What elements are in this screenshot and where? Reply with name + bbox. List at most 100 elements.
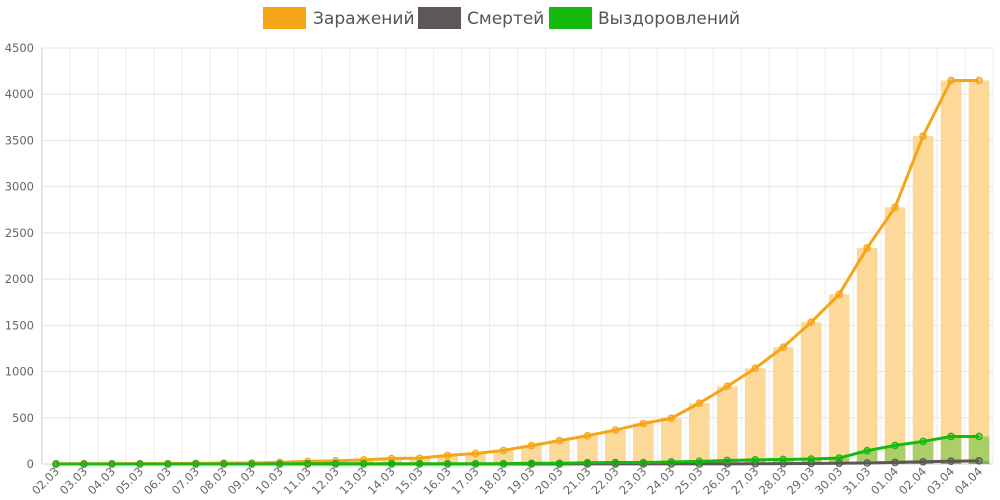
point-1-21.03 xyxy=(583,431,592,440)
bar-1-01.04 xyxy=(884,207,906,464)
bar-3-04.04 xyxy=(968,436,990,464)
x-tick-label: 25.03 xyxy=(672,464,705,497)
legend-item-3[interactable]: Выздоровлений xyxy=(549,7,740,29)
x-tick-label: 31.03 xyxy=(840,464,873,497)
x-tick-label: 19.03 xyxy=(504,464,537,497)
x-tick-label: 08.03 xyxy=(197,464,230,497)
x-tick-label: 03.03 xyxy=(57,464,90,497)
bar-1-23.03 xyxy=(633,423,654,464)
point-1-25.03 xyxy=(695,399,704,407)
bar-1-13.03 xyxy=(353,459,375,464)
point-3-12.03 xyxy=(331,459,340,468)
bar-1-20.03 xyxy=(549,440,570,464)
point-2-04.04 xyxy=(975,457,983,465)
y-tick-label: 500 xyxy=(12,411,34,425)
x-tick-label: 14.03 xyxy=(365,464,398,497)
bar-2-04.04 xyxy=(968,460,990,464)
legend-item-1[interactable]: Заражений xyxy=(263,7,415,29)
x-tick-label: 04.04 xyxy=(952,464,985,497)
x-tick-label: 11.03 xyxy=(281,464,314,497)
point-3-18.03 xyxy=(499,459,508,468)
bar-3-27.03 xyxy=(744,459,766,464)
point-1-26.03 xyxy=(723,382,732,391)
legend-swatch xyxy=(549,7,592,29)
x-tick-label: 23.03 xyxy=(616,464,649,497)
bar-1-03.04 xyxy=(940,80,962,464)
point-1-03.04 xyxy=(947,76,955,85)
x-tick-label: 30.03 xyxy=(812,464,845,497)
point-3-17.03 xyxy=(471,459,480,468)
point-3-08.03 xyxy=(220,460,228,468)
point-3-03.04 xyxy=(947,432,955,441)
legend-swatch xyxy=(418,7,461,29)
x-tick-label: 21.03 xyxy=(560,464,593,497)
y-tick-label: 2500 xyxy=(5,226,34,240)
point-3-01.04 xyxy=(891,441,899,450)
point-3-03.03 xyxy=(80,460,88,468)
point-3-25.03 xyxy=(695,457,704,466)
point-3-02.04 xyxy=(919,437,927,446)
series-line-3 xyxy=(55,434,980,466)
x-tick-label: 05.03 xyxy=(113,464,146,497)
point-3-21.03 xyxy=(583,458,592,467)
bar-1-02.04 xyxy=(912,136,934,464)
point-3-23.03 xyxy=(639,458,648,467)
point-3-27.03 xyxy=(751,456,760,464)
bar-1-21.03 xyxy=(577,435,598,464)
x-tick-label: 13.03 xyxy=(337,464,370,497)
bar-3-03.04 xyxy=(940,436,962,464)
x-tick-label: 12.03 xyxy=(309,464,342,497)
bar-1-04.04 xyxy=(968,80,990,464)
y-tick-label: 1500 xyxy=(5,318,34,332)
point-3-16.03 xyxy=(443,459,452,468)
point-3-29.03 xyxy=(807,455,815,463)
legend-item-2[interactable]: Смертей xyxy=(418,7,544,29)
y-tick-label: 3000 xyxy=(5,180,34,194)
bar-1-29.03 xyxy=(800,322,822,464)
x-tick-label: 26.03 xyxy=(700,464,733,497)
point-3-02.03 xyxy=(52,460,60,468)
grid xyxy=(41,47,994,465)
y-axis: 0 500 1000 1500 2000 2500 3000 3500 4000 4500 xyxy=(5,41,34,471)
point-1-11.03 xyxy=(303,457,312,466)
legend[interactable]: Заражений Смертей Выздоровлений xyxy=(263,7,740,29)
x-tick-label: 16.03 xyxy=(421,464,454,497)
point-1-23.03 xyxy=(639,419,648,428)
point-3-14.03 xyxy=(387,459,396,468)
x-tick-label: 24.03 xyxy=(644,464,677,497)
point-1-17.03 xyxy=(471,449,480,458)
x-tick-label: 15.03 xyxy=(393,464,426,497)
bar-3-01.04 xyxy=(884,445,906,464)
y-tick-label: 0 xyxy=(27,457,34,471)
point-1-18.03 xyxy=(499,446,508,455)
point-1-19.03 xyxy=(527,441,536,450)
x-tick-label: 07.03 xyxy=(169,464,202,497)
point-1-16.03 xyxy=(443,451,452,460)
x-tick-label: 10.03 xyxy=(253,464,286,497)
point-3-28.03 xyxy=(779,455,788,464)
bar-1-19.03 xyxy=(521,445,542,464)
point-1-30.03 xyxy=(835,290,843,299)
point-3-19.03 xyxy=(527,459,536,468)
bar-1-16.03 xyxy=(437,455,458,464)
point-1-04.04 xyxy=(975,76,983,85)
x-tick-label: 28.03 xyxy=(756,464,789,497)
point-1-24.03 xyxy=(667,414,676,423)
bar-3-31.03 xyxy=(856,450,878,464)
point-1-28.03 xyxy=(779,343,788,351)
point-2-30.03 xyxy=(835,459,843,468)
x-tick-label: 17.03 xyxy=(448,464,481,497)
bar-1-26.03 xyxy=(716,386,738,464)
x-tick-label: 09.03 xyxy=(225,464,258,497)
bar-3-26.03 xyxy=(716,460,738,464)
bar-1-17.03 xyxy=(465,453,486,464)
point-1-01.04 xyxy=(891,203,899,212)
x-tick-label: 04.03 xyxy=(85,464,118,497)
point-1-31.03 xyxy=(863,244,871,252)
point-2-25.03 xyxy=(695,460,704,468)
point-3-22.03 xyxy=(611,458,620,467)
bar-1-27.03 xyxy=(744,368,766,464)
point-3-04.03 xyxy=(108,460,116,468)
x-tick-label: 01.04 xyxy=(868,464,901,497)
